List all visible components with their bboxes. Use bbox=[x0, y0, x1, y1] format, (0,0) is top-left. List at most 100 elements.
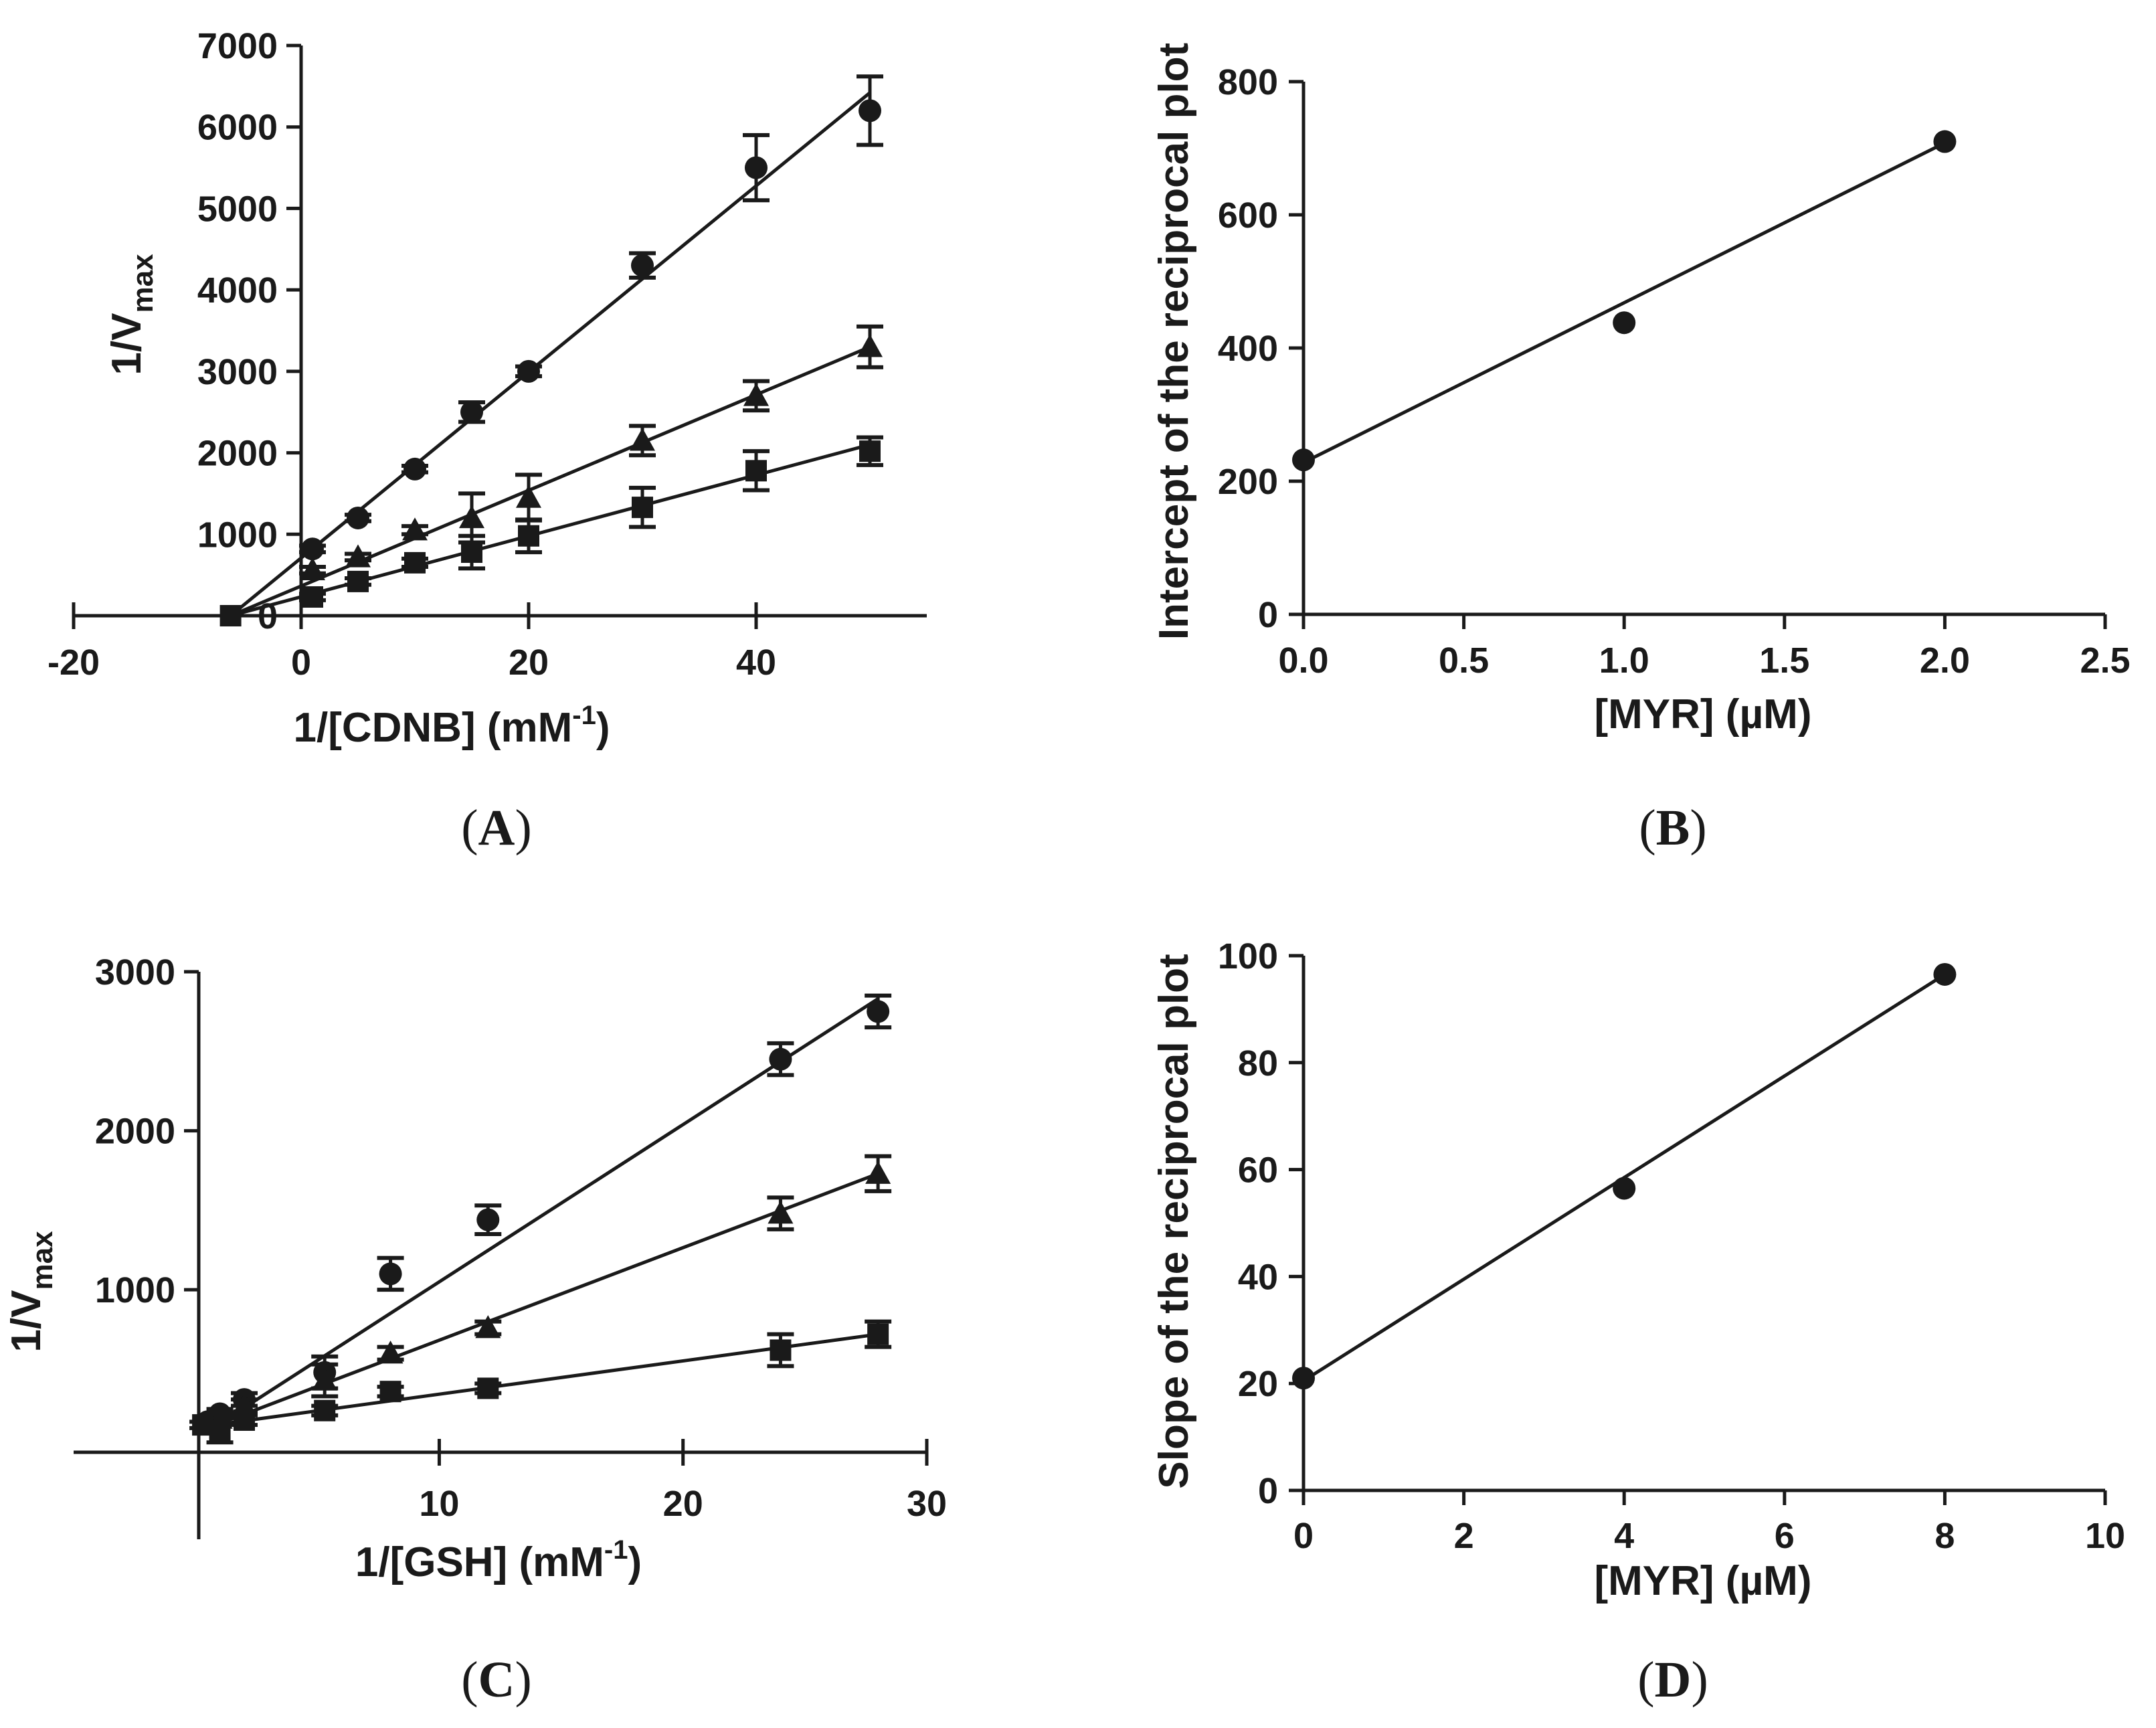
x-tick-label: 2.5 bbox=[2080, 640, 2130, 681]
y-tick-label: 6000 bbox=[197, 108, 278, 148]
x-tick-label: 2 bbox=[1454, 1516, 1474, 1556]
y-axis-title-main: 1/V bbox=[104, 313, 150, 375]
y-tick-label: 100 bbox=[1218, 936, 1278, 976]
data-point-square bbox=[347, 570, 369, 592]
data-point-square bbox=[379, 1381, 401, 1403]
data-point-points bbox=[1292, 1367, 1315, 1390]
x-axis-title-tail: ) bbox=[596, 705, 610, 751]
data-point-circle bbox=[769, 1047, 792, 1071]
panel-label: (B) bbox=[1639, 800, 1706, 856]
data-point-square bbox=[302, 586, 323, 608]
y-tick-label: 5000 bbox=[197, 189, 278, 229]
panel-label-open-paren: ( bbox=[1639, 800, 1655, 856]
x-axis-title: 1/[CDNB] (mM-1) bbox=[294, 701, 610, 751]
data-point-circle bbox=[460, 400, 483, 424]
fit-line-square bbox=[230, 442, 871, 618]
x-axis-title-superscript: -1 bbox=[572, 701, 596, 730]
data-point-triangle bbox=[768, 1201, 794, 1224]
data-point-triangle bbox=[857, 334, 883, 357]
data-point-points bbox=[1933, 962, 1957, 986]
x-tick-label: 6 bbox=[1775, 1516, 1795, 1556]
x-tick-label: 20 bbox=[509, 642, 549, 683]
panel-label-letter: D bbox=[1655, 1652, 1692, 1708]
y-tick-label: 7000 bbox=[197, 26, 278, 66]
fit-line-triangle bbox=[230, 345, 871, 618]
x-tick-label: 1.5 bbox=[1759, 640, 1809, 681]
panel-label: (D) bbox=[1637, 1652, 1708, 1708]
data-point-triangle bbox=[630, 428, 655, 451]
x-axis-title-tail: ) bbox=[628, 1539, 642, 1585]
data-point-triangle bbox=[865, 1160, 891, 1184]
y-axis-title-main: Slope of the reciprocal plot bbox=[1151, 954, 1197, 1488]
x-tick-label: 0.0 bbox=[1278, 640, 1328, 681]
x-tick-label: 8 bbox=[1935, 1516, 1955, 1556]
x-tick-label: 1.0 bbox=[1599, 640, 1649, 681]
y-tick-label: 0 bbox=[1258, 595, 1278, 635]
data-point-square bbox=[867, 1323, 889, 1345]
x-axis-title: [MYR] (µM) bbox=[1595, 1558, 1812, 1604]
data-point-circle bbox=[745, 156, 768, 179]
panel-label-letter: B bbox=[1656, 800, 1690, 856]
data-point-points bbox=[1613, 1177, 1636, 1200]
data-point-triangle bbox=[475, 1315, 501, 1338]
x-axis-title: 1/[GSH] (mM-1) bbox=[355, 1535, 642, 1585]
x-axis-title-main: 1/[GSH] (mM bbox=[355, 1539, 604, 1585]
x-tick-label: 4 bbox=[1614, 1516, 1634, 1556]
y-tick-label: 3000 bbox=[197, 352, 278, 392]
y-tick-label: 60 bbox=[1238, 1150, 1278, 1191]
panel-label-close-paren: ) bbox=[515, 1652, 531, 1708]
y-tick-label: 40 bbox=[1238, 1257, 1278, 1297]
fit-line-points bbox=[1302, 141, 1946, 464]
panel-label-close-paren: ) bbox=[1691, 1652, 1708, 1708]
y-tick-label: 800 bbox=[1218, 62, 1278, 102]
panel-label-open-paren: ( bbox=[1637, 1652, 1654, 1708]
data-point-square bbox=[234, 1409, 255, 1431]
data-point-square bbox=[745, 460, 767, 482]
x-tick-label: 10 bbox=[419, 1484, 459, 1524]
panel-label-open-paren: ( bbox=[461, 1652, 478, 1708]
panel-label: (A) bbox=[461, 800, 532, 856]
x-tick-label: 40 bbox=[736, 642, 776, 683]
x-tick-label: 0 bbox=[291, 642, 311, 683]
y-axis-title-subscript: max bbox=[26, 1231, 59, 1290]
data-point-square bbox=[404, 551, 426, 574]
data-point-points bbox=[1292, 448, 1315, 472]
data-point-square bbox=[770, 1339, 792, 1361]
x-axis-title-main: 1/[CDNB] (mM bbox=[294, 705, 573, 751]
data-point-circle bbox=[631, 254, 654, 277]
y-tick-label: 80 bbox=[1238, 1043, 1278, 1084]
data-point-square bbox=[314, 1399, 336, 1421]
y-tick-label: 1000 bbox=[197, 515, 278, 555]
data-point-circle bbox=[347, 506, 369, 529]
panel-label-letter: A bbox=[478, 800, 515, 856]
y-axis-title-main: Intercept of the reciprocal plot bbox=[1151, 43, 1197, 640]
data-point-triangle bbox=[300, 557, 325, 581]
data-point-triangle bbox=[402, 517, 428, 541]
y-tick-label: 0 bbox=[1258, 1471, 1278, 1511]
x-axis-title: [MYR] (µM) bbox=[1595, 691, 1812, 738]
data-point-square bbox=[461, 541, 482, 564]
x-axis-title-main: [MYR] (µM) bbox=[1595, 691, 1812, 738]
data-point-triangle bbox=[459, 505, 484, 529]
y-axis-title: Slope of the reciprocal plot bbox=[1151, 954, 1197, 1488]
y-tick-label: 3000 bbox=[95, 952, 175, 992]
fit-line-circle bbox=[207, 997, 879, 1433]
panel-label: (C) bbox=[461, 1652, 532, 1708]
chart-panel-c: 10 20 30 1000 2000 3000 1/[GSH] (mM-1) 1/Vmax (C… bbox=[3, 952, 947, 1708]
data-point-triangle bbox=[743, 383, 769, 406]
data-point-triangle bbox=[345, 544, 371, 568]
data-point-square bbox=[518, 525, 539, 547]
y-axis-title-main: 1/V bbox=[3, 1290, 50, 1353]
y-axis-title: 1/Vmax bbox=[3, 1231, 59, 1353]
y-tick-label: 200 bbox=[1218, 462, 1278, 502]
data-point-circle bbox=[379, 1262, 402, 1286]
data-point-circle bbox=[859, 99, 881, 122]
chart-panel-a: -20 0 20 40010002000300040005000600070001/[… bbox=[48, 26, 927, 856]
data-point-square bbox=[632, 497, 653, 519]
data-point-square bbox=[219, 605, 242, 626]
y-axis-title: Intercept of the reciprocal plot bbox=[1151, 43, 1197, 640]
y-tick-label: 600 bbox=[1218, 195, 1278, 236]
data-point-circle bbox=[476, 1208, 500, 1231]
